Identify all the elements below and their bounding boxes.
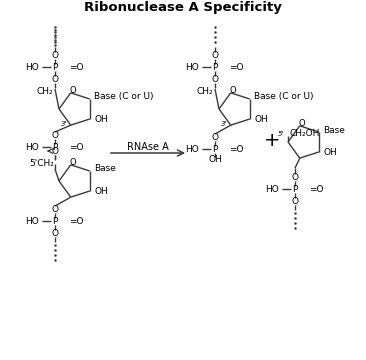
Text: CH₂: CH₂	[197, 86, 213, 95]
Text: O: O	[52, 130, 59, 139]
Text: Ribonuclease A Specificity: Ribonuclease A Specificity	[84, 0, 282, 13]
Text: Base (C or U): Base (C or U)	[254, 91, 313, 100]
Text: O: O	[52, 75, 59, 84]
Text: O: O	[52, 229, 59, 238]
Text: O: O	[229, 86, 236, 95]
Text: P: P	[212, 63, 218, 72]
Text: O: O	[52, 50, 59, 59]
Text: 5'CH₂: 5'CH₂	[29, 158, 54, 167]
Text: P: P	[52, 63, 58, 72]
Text: Base: Base	[323, 126, 345, 135]
Text: O: O	[291, 173, 299, 182]
Text: P: P	[292, 185, 298, 194]
Text: P: P	[212, 144, 218, 153]
Text: =O: =O	[69, 216, 83, 225]
Text: Base (C or U): Base (C or U)	[94, 91, 153, 100]
Text: P: P	[52, 216, 58, 225]
Text: HO: HO	[265, 185, 279, 194]
Text: 3': 3'	[61, 121, 68, 127]
Text: O: O	[291, 197, 299, 206]
Text: HO: HO	[25, 143, 39, 152]
Text: O: O	[52, 147, 59, 156]
Text: O: O	[52, 204, 59, 213]
Text: HO: HO	[185, 144, 199, 153]
Text: =O: =O	[229, 144, 243, 153]
Text: 3': 3'	[221, 121, 228, 127]
Text: OH: OH	[255, 116, 269, 125]
Text: OH: OH	[95, 188, 108, 197]
Text: O: O	[70, 158, 76, 167]
Text: 5': 5'	[278, 131, 284, 137]
Text: O: O	[298, 119, 305, 128]
Text: P: P	[52, 143, 58, 152]
Text: OH: OH	[95, 116, 108, 125]
Text: CH₂OH: CH₂OH	[290, 130, 320, 139]
Text: RNAse A: RNAse A	[127, 142, 169, 152]
Text: HO: HO	[185, 63, 199, 72]
Text: O: O	[212, 132, 219, 141]
Text: O: O	[70, 86, 76, 95]
Text: =O: =O	[229, 63, 243, 72]
Text: Base: Base	[94, 163, 116, 172]
Text: CH₂: CH₂	[36, 86, 53, 95]
Text: +: +	[264, 130, 280, 149]
Text: O: O	[212, 75, 219, 84]
Text: HO: HO	[25, 216, 39, 225]
Text: OH: OH	[324, 148, 337, 157]
Text: =O: =O	[69, 63, 83, 72]
Text: OH: OH	[208, 156, 222, 165]
Text: =O: =O	[69, 143, 83, 152]
Text: HO: HO	[25, 63, 39, 72]
Text: O: O	[212, 50, 219, 59]
Text: =O: =O	[309, 185, 324, 194]
